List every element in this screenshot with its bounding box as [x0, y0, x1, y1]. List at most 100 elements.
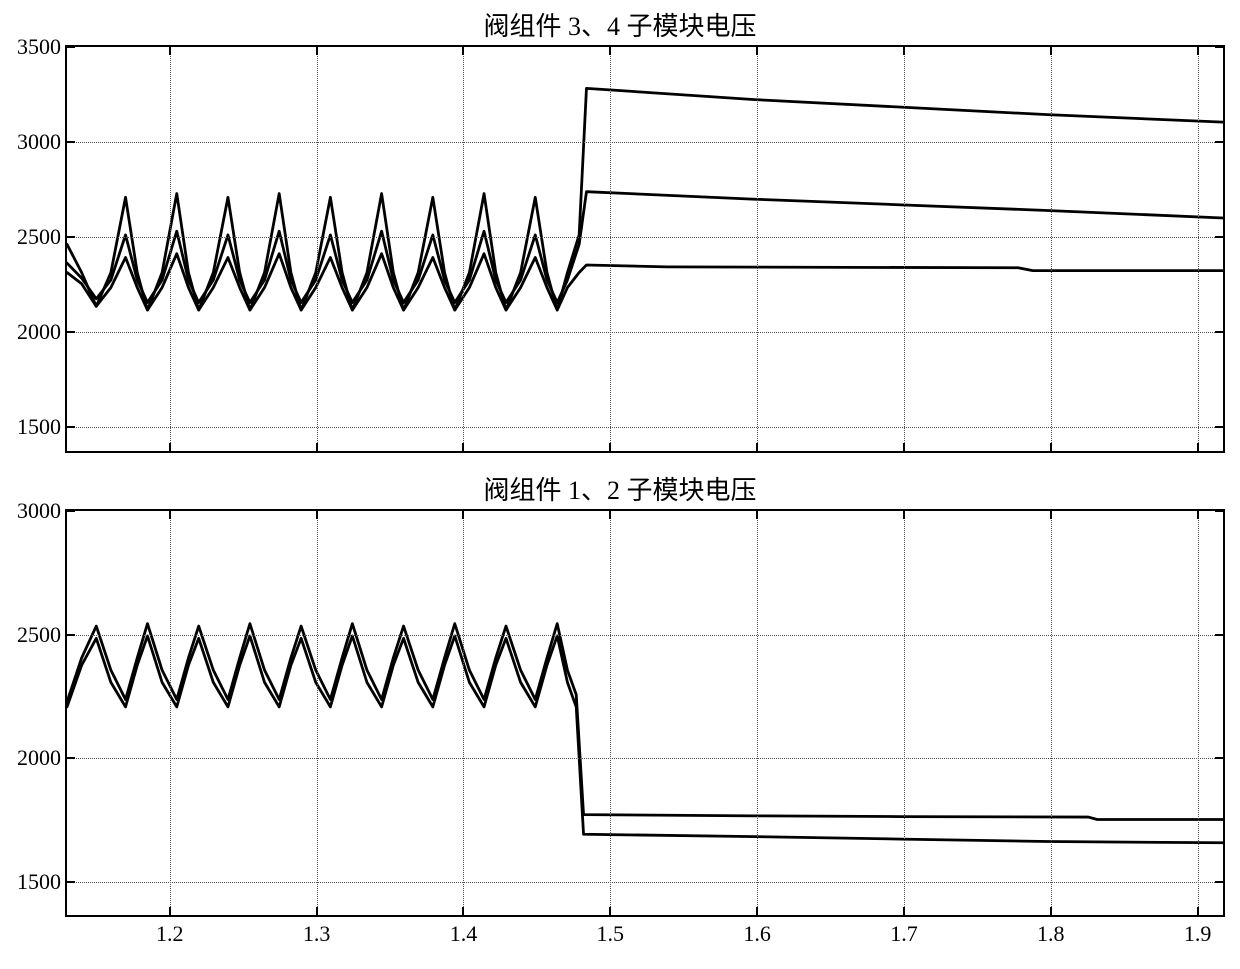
- x-tick-mark: [609, 443, 611, 451]
- x-tick-mark: [316, 907, 318, 915]
- gridline-vertical: [757, 47, 758, 451]
- y-tick-label: 2500: [17, 224, 61, 250]
- y-tick-mark: [67, 46, 75, 48]
- gridline-vertical: [463, 47, 464, 451]
- x-tick-mark: [462, 443, 464, 451]
- gridline-vertical: [170, 511, 171, 915]
- x-tick-mark: [169, 443, 171, 451]
- x-tick-mark: [903, 47, 905, 55]
- y-tick-mark: [67, 426, 75, 428]
- y-tick-mark: [1215, 510, 1223, 512]
- y-tick-label: 2000: [17, 319, 61, 345]
- gridline-horizontal: [67, 237, 1223, 238]
- gridline-vertical: [1051, 511, 1052, 915]
- y-tick-label: 2000: [17, 745, 61, 771]
- y-tick-label: 2500: [17, 622, 61, 648]
- y-tick-mark: [1215, 141, 1223, 143]
- y-tick-mark: [67, 634, 75, 636]
- gridline-horizontal: [67, 635, 1223, 636]
- x-tick-mark: [903, 907, 905, 915]
- x-tick-mark: [903, 443, 905, 451]
- x-tick-mark: [1050, 47, 1052, 55]
- x-tick-mark: [169, 47, 171, 55]
- x-tick-mark: [1050, 443, 1052, 451]
- y-tick-mark: [67, 141, 75, 143]
- gridline-vertical: [317, 511, 318, 915]
- x-tick-mark: [1197, 907, 1199, 915]
- y-tick-mark: [67, 331, 75, 333]
- plot-area-top: 15002000250030003500: [65, 45, 1225, 453]
- gridline-vertical: [610, 47, 611, 451]
- x-tick-label: 1.2: [156, 921, 184, 947]
- y-tick-mark: [1215, 426, 1223, 428]
- x-tick-mark: [903, 511, 905, 519]
- y-tick-mark: [67, 236, 75, 238]
- gridline-horizontal: [67, 882, 1223, 883]
- gridline-vertical: [463, 511, 464, 915]
- x-tick-mark: [169, 511, 171, 519]
- gridline-vertical: [757, 511, 758, 915]
- page: 阀组件 3、4 子模块电压 15002000250030003500 阀组件 1…: [0, 0, 1240, 969]
- x-tick-mark: [1197, 47, 1199, 55]
- x-tick-mark: [756, 443, 758, 451]
- y-tick-label: 3000: [17, 498, 61, 524]
- series-layer-top: [67, 47, 1223, 451]
- x-tick-label: 1.8: [1037, 921, 1065, 947]
- gridline-vertical: [317, 47, 318, 451]
- series-line-top-upper: [67, 88, 1223, 310]
- x-tick-mark: [756, 907, 758, 915]
- plot-area-bottom: 1.21.31.41.51.61.71.81.91500200025003000: [65, 509, 1225, 917]
- y-tick-label: 3500: [17, 34, 61, 60]
- gridline-horizontal: [67, 142, 1223, 143]
- x-tick-mark: [169, 907, 171, 915]
- y-tick-label: 3000: [17, 129, 61, 155]
- x-tick-mark: [609, 47, 611, 55]
- y-tick-mark: [1215, 331, 1223, 333]
- y-tick-mark: [67, 510, 75, 512]
- x-tick-label: 1.6: [743, 921, 771, 947]
- x-tick-mark: [462, 47, 464, 55]
- series-layer-bottom: [67, 511, 1223, 915]
- x-tick-mark: [756, 511, 758, 519]
- x-tick-label: 1.4: [450, 921, 478, 947]
- x-tick-mark: [462, 511, 464, 519]
- x-tick-mark: [1197, 443, 1199, 451]
- gridline-vertical: [904, 511, 905, 915]
- y-tick-mark: [1215, 46, 1223, 48]
- x-tick-label: 1.3: [303, 921, 331, 947]
- y-tick-mark: [1215, 881, 1223, 883]
- x-tick-mark: [1050, 511, 1052, 519]
- y-tick-label: 1500: [17, 869, 61, 895]
- series-line-bottom-lower: [67, 636, 1223, 843]
- x-tick-mark: [1197, 511, 1199, 519]
- gridline-vertical: [1198, 511, 1199, 915]
- x-tick-mark: [609, 511, 611, 519]
- gridline-horizontal: [67, 758, 1223, 759]
- y-tick-mark: [1215, 757, 1223, 759]
- y-tick-mark: [1215, 634, 1223, 636]
- x-tick-mark: [609, 907, 611, 915]
- gridline-vertical: [610, 511, 611, 915]
- chart-title-bottom: 阀组件 1、2 子模块电压: [0, 470, 1240, 507]
- x-tick-label: 1.9: [1184, 921, 1212, 947]
- x-tick-mark: [1050, 907, 1052, 915]
- y-tick-mark: [67, 881, 75, 883]
- y-tick-label: 1500: [17, 414, 61, 440]
- gridline-vertical: [904, 47, 905, 451]
- gridline-vertical: [1198, 47, 1199, 451]
- x-tick-label: 1.5: [597, 921, 625, 947]
- gridline-vertical: [1051, 47, 1052, 451]
- chart-title-top: 阀组件 3、4 子模块电压: [0, 6, 1240, 43]
- series-line-bottom-upper: [67, 624, 1223, 820]
- y-tick-mark: [67, 757, 75, 759]
- x-tick-mark: [756, 47, 758, 55]
- gridline-vertical: [170, 47, 171, 451]
- x-tick-mark: [316, 511, 318, 519]
- y-tick-mark: [1215, 236, 1223, 238]
- x-tick-mark: [316, 47, 318, 55]
- gridline-horizontal: [67, 332, 1223, 333]
- gridline-horizontal: [67, 427, 1223, 428]
- x-tick-label: 1.7: [890, 921, 918, 947]
- x-tick-mark: [316, 443, 318, 451]
- x-tick-mark: [462, 907, 464, 915]
